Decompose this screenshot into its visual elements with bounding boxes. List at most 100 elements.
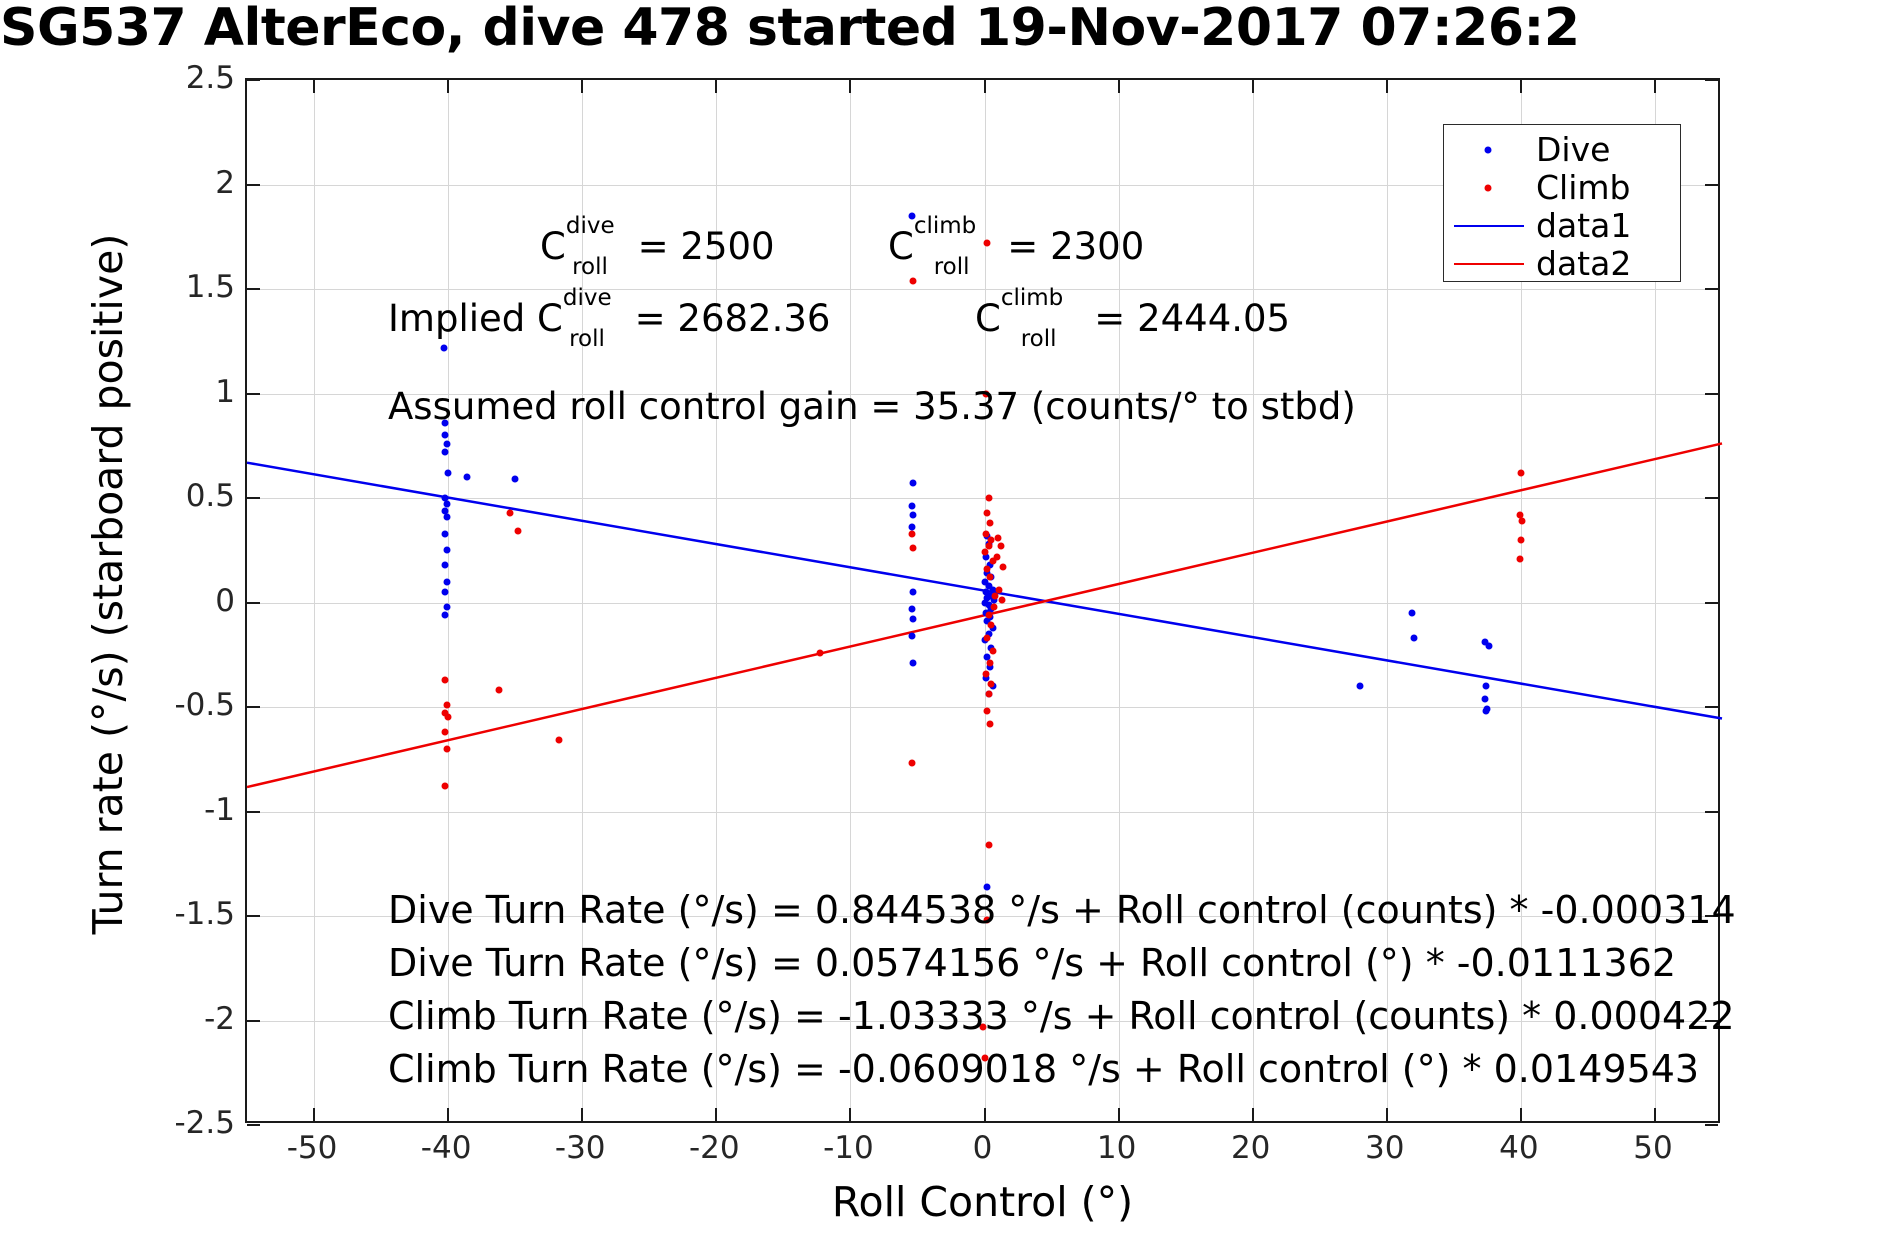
y-tick-label: -0.5 xyxy=(174,687,236,723)
legend[interactable]: Dive Climb data1 data2 xyxy=(1443,124,1681,283)
scatter-point-climb xyxy=(441,676,449,684)
scatter-point-climb xyxy=(981,548,988,556)
scatter-point-climb xyxy=(989,557,997,565)
legend-line-icon xyxy=(1444,207,1536,245)
x-tick xyxy=(1117,80,1120,93)
legend-item-data2[interactable]: data2 xyxy=(1444,245,1680,283)
x-tick-label: 50 xyxy=(1633,1130,1673,1166)
legend-label: Dive xyxy=(1536,130,1611,169)
scatter-point-climb xyxy=(979,1023,987,1031)
scatter-point-dive xyxy=(511,475,519,483)
implied-climb-symbol: C xyxy=(975,297,1001,340)
scatter-point-climb xyxy=(982,530,990,538)
x-tick-label: -50 xyxy=(286,1130,338,1166)
scatter-point-climb xyxy=(998,596,1006,604)
scatter-point-dive xyxy=(909,511,917,519)
legend-marker-icon xyxy=(1444,131,1536,169)
scatter-point-climb xyxy=(506,509,514,517)
scatter-point-climb xyxy=(909,277,917,285)
scatter-point-dive xyxy=(909,588,917,596)
equation-line: Dive Turn Rate (°/s) = 0.0574156 °/s + R… xyxy=(388,941,1676,985)
scatter-point-climb xyxy=(993,553,1001,561)
x-tick-label: 30 xyxy=(1365,1130,1405,1166)
scatter-point-dive xyxy=(1481,695,1489,703)
scatter-point-dive xyxy=(982,674,990,682)
x-tick xyxy=(581,80,584,93)
scatter-point-climb xyxy=(986,519,994,527)
x-tick-label: 0 xyxy=(972,1130,993,1166)
gridline-horizontal xyxy=(247,916,1718,917)
x-tick xyxy=(1653,80,1656,93)
x-tick xyxy=(447,1108,450,1121)
scatter-point-climb xyxy=(514,527,522,535)
scatter-point-climb xyxy=(1517,536,1525,544)
scatter-point-climb xyxy=(908,530,916,538)
x-tick xyxy=(1519,1108,1522,1121)
x-tick xyxy=(1251,1108,1254,1121)
scatter-point-climb xyxy=(985,542,993,550)
scatter-point-dive xyxy=(908,523,916,531)
scatter-point-climb xyxy=(985,841,993,849)
gridline-vertical xyxy=(1654,80,1656,1121)
scatter-point-dive xyxy=(441,588,449,596)
scatter-point-climb xyxy=(1518,517,1526,525)
legend-item-data1[interactable]: data1 xyxy=(1444,207,1680,245)
scatter-point-dive xyxy=(443,603,451,611)
scatter-point-dive xyxy=(986,561,994,569)
y-tick xyxy=(1705,288,1718,290)
scatter-point-climb xyxy=(495,686,503,694)
x-tick xyxy=(715,1108,718,1121)
scatter-point-climb xyxy=(816,649,824,657)
scatter-point-climb xyxy=(985,690,993,698)
c-climb-value: = 2300 xyxy=(995,225,1145,268)
scatter-point-climb xyxy=(983,707,991,715)
scatter-point-dive xyxy=(1485,642,1493,650)
legend-item-dive[interactable]: Dive xyxy=(1444,131,1680,169)
implied-climb-value: = 2444.05 xyxy=(1082,297,1291,340)
x-tick xyxy=(983,1108,986,1121)
y-tick xyxy=(247,915,260,917)
legend-label: Climb xyxy=(1536,168,1631,207)
legend-swatch xyxy=(1454,225,1524,227)
scatter-point-climb xyxy=(987,536,995,544)
gridline-horizontal xyxy=(247,707,1718,708)
x-tick xyxy=(983,80,986,93)
scatter-point-dive xyxy=(441,507,449,515)
y-tick xyxy=(247,79,260,81)
scatter-point-dive xyxy=(441,448,449,456)
x-tick xyxy=(849,1108,852,1121)
y-tick xyxy=(1705,601,1718,604)
x-axis-title: Roll Control (°) xyxy=(831,1178,1134,1226)
y-tick xyxy=(247,601,260,604)
scatter-point-climb xyxy=(444,713,452,721)
scatter-point-dive xyxy=(908,502,916,510)
scatter-point-climb xyxy=(995,586,1003,594)
annotation-c-dive: Cdive roll = 2500 xyxy=(540,215,775,279)
y-tick xyxy=(1705,915,1718,917)
x-tick xyxy=(1519,80,1522,93)
scatter-point-dive xyxy=(440,344,448,352)
scatter-point-climb xyxy=(441,782,449,790)
scatter-point-climb xyxy=(983,239,991,247)
scatter-point-dive xyxy=(981,578,988,586)
scatter-point-climb xyxy=(987,680,995,688)
legend-item-climb[interactable]: Climb xyxy=(1444,169,1680,207)
scatter-point-dive xyxy=(981,599,988,606)
y-tick-label: -2.5 xyxy=(174,1105,236,1141)
c-climb-symbol: C xyxy=(888,225,914,268)
gridline-vertical xyxy=(314,80,316,1121)
scatter-point-dive xyxy=(985,601,993,609)
y-tick xyxy=(1705,183,1718,186)
implied-climb-subscript: roll xyxy=(1020,326,1057,353)
scatter-point-climb xyxy=(983,916,991,924)
scatter-point-dive xyxy=(443,440,451,448)
scatter-point-climb xyxy=(991,592,999,600)
implied-dive-value: = 2682.36 xyxy=(622,297,831,340)
legend-swatch xyxy=(1484,184,1492,192)
y-axis-title: Turn rate (°/s) (starboard positive) xyxy=(84,233,132,935)
gridline-vertical xyxy=(1252,80,1254,1121)
gridline-horizontal xyxy=(247,184,1718,186)
x-tick xyxy=(447,80,450,93)
y-tick xyxy=(1705,497,1718,499)
x-tick xyxy=(581,1108,584,1121)
